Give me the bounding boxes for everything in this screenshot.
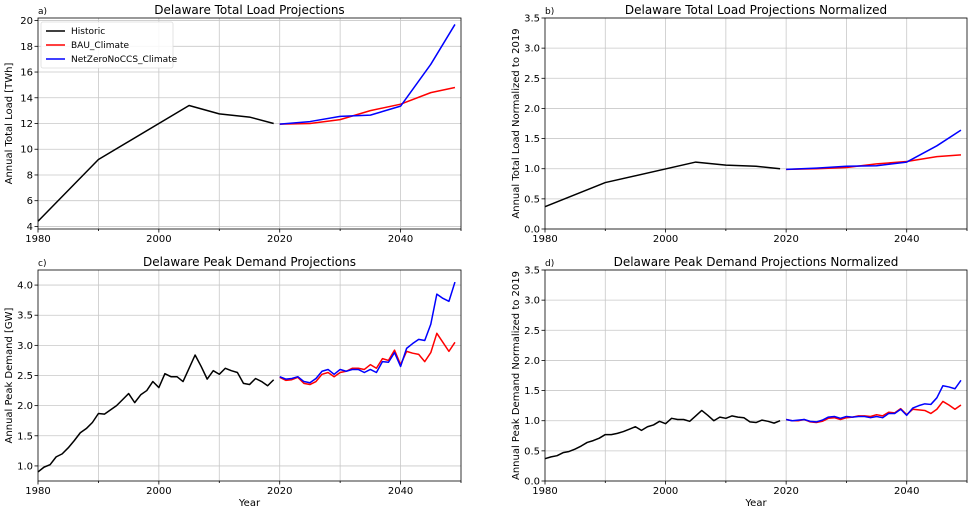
axes-frame [544, 17, 968, 230]
x-axis-label: Year [238, 498, 261, 509]
chart-panel-2: 1980 2000 2020 2040 0.0 0.5 1.0 1.5 2.0 2.5 3.0 3.5… [511, 3, 968, 245]
x-tick-label: 2040 [894, 234, 919, 245]
legend-entry: BAU_Climate [71, 41, 130, 51]
x-tick-label: 2020 [267, 486, 292, 497]
y-tick-label: 3.5 [524, 14, 540, 25]
y-tick-label: 3.0 [524, 44, 540, 55]
chart-title: Delaware Total Load Projections Normaliz… [625, 3, 887, 17]
x-tick-label: 1980 [25, 234, 50, 245]
y-tick-label: 3.0 [17, 341, 33, 352]
series-line-historic [37, 104, 274, 222]
y-axis-label: Annual Peak Demand Normalized to 2019 [511, 271, 522, 480]
x-axis-label: Year [744, 498, 767, 509]
y-tick-label: 3.5 [524, 266, 540, 277]
gridlines [545, 269, 967, 482]
chart-panel-1: 1980 2000 2020 2040 4 6 8 10 12 14 16 18 20 Delaware … [4, 3, 462, 245]
y-tick-label: 2.0 [17, 401, 33, 412]
x-tick-label: 1980 [25, 486, 50, 497]
series-line-series-3 [279, 281, 456, 384]
y-tick-label: 1.5 [17, 431, 33, 442]
x-tick-label: 2000 [146, 234, 171, 245]
y-tick-label: 4.0 [17, 281, 33, 292]
series-line-series-2 [786, 154, 962, 171]
panel-label: d) [545, 259, 554, 269]
y-axis-label: Annual Peak Demand [GW] [4, 307, 15, 443]
series-line-series-1 [37, 354, 275, 473]
y-tick-label: 1.0 [524, 416, 540, 427]
y-axis-label: Annual Total Load Normalized to 2019 [511, 28, 522, 218]
y-axis-label: Annual Total Load [TWh] [4, 63, 15, 185]
series-line-series-3 [786, 129, 962, 171]
x-tick-label: 2020 [773, 486, 798, 497]
y-tick-label: 20 [20, 16, 33, 27]
y-tick-label: 0.0 [524, 225, 540, 236]
chart-panel-4: 1980 2000 2020 2040 0.0 0.5 1.0 1.5 2.0 2.5 3.0 3.5… [511, 255, 968, 509]
gridlines [38, 270, 461, 481]
chart-title: Delaware Total Load Projections [154, 3, 344, 17]
y-tick-label: 3.0 [524, 296, 540, 307]
x-tick-label: 1980 [532, 486, 557, 497]
legend-box [40, 21, 174, 69]
chart-panel-3: 1980 2000 2020 2040 1.0 1.5 2.0 2.5 3.0 3.5 4.0 Del… [4, 255, 462, 509]
panel-label: b) [545, 7, 554, 17]
y-tick-label: 1.5 [524, 386, 540, 397]
series-line-series-1 [544, 161, 781, 208]
y-tick-label: 1.0 [524, 164, 540, 175]
y-tick-label: 0.0 [524, 477, 540, 488]
series-line-series-1 [544, 409, 781, 460]
x-tick-label: 2000 [146, 486, 171, 497]
y-tick-label: 1.5 [524, 134, 540, 145]
legend-entry: NetZeroNoCCS_Climate [71, 55, 178, 65]
y-tick-label: 2.0 [524, 356, 540, 367]
series-line-series-2 [785, 400, 962, 424]
y-tick-label: 1.0 [17, 461, 33, 472]
chart-title: Delaware Peak Demand Projections Normali… [614, 255, 899, 269]
y-tick-label: 8 [27, 170, 33, 181]
gridlines [38, 18, 461, 229]
gridlines [545, 17, 967, 230]
x-tick-label: 2020 [773, 234, 798, 245]
x-tick-label: 2040 [388, 234, 413, 245]
legend-entry: Historic [71, 27, 105, 37]
y-tick-label: 2.5 [17, 371, 33, 382]
panel-label: c) [38, 259, 46, 269]
series-line-bau_climate [279, 86, 456, 125]
y-tick-label: 4 [27, 222, 33, 233]
x-tick-label: 2000 [653, 486, 678, 497]
y-tick-label: 18 [20, 42, 33, 53]
y-tick-label: 12 [20, 119, 33, 130]
series-line-series-2 [279, 332, 456, 386]
series-line-series-3 [785, 379, 962, 423]
y-tick-label: 0.5 [524, 446, 540, 457]
y-tick-label: 2.5 [524, 74, 540, 85]
x-tick-label: 2040 [388, 486, 413, 497]
y-tick-label: 16 [20, 68, 33, 79]
x-tick-label: 2020 [267, 234, 292, 245]
panel-label: a) [38, 7, 47, 17]
y-tick-label: 0.5 [524, 194, 540, 205]
x-tick-label: 1980 [532, 234, 557, 245]
y-tick-label: 2.5 [524, 326, 540, 337]
chart-title: Delaware Peak Demand Projections [143, 255, 356, 269]
axes-frame [544, 269, 968, 482]
y-tick-label: 2.0 [524, 104, 540, 115]
y-tick-label: 14 [20, 93, 33, 104]
y-tick-label: 6 [27, 196, 33, 207]
y-tick-label: 3.5 [17, 311, 33, 322]
x-tick-label: 2000 [653, 234, 678, 245]
x-tick-label: 2040 [894, 486, 919, 497]
legend: Historic BAU_Climate NetZeroNoCCS_Climate [40, 21, 178, 69]
y-tick-label: 10 [20, 145, 33, 156]
series-line-netzeronoccs_climate [279, 24, 456, 125]
